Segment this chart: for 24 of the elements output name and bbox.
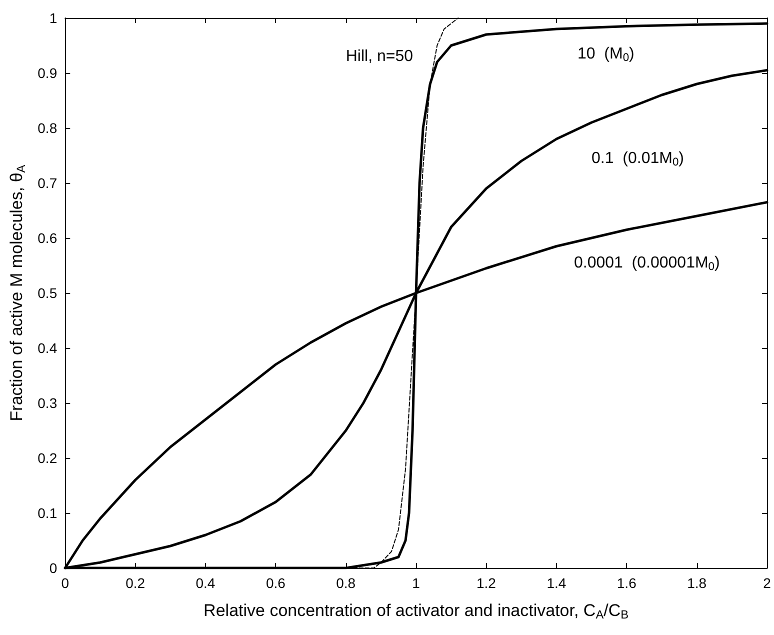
x-tick-label: 0.4: [196, 575, 216, 591]
y-tick-label: 0.8: [38, 120, 58, 136]
y-tick-label: 0.4: [38, 340, 58, 356]
y-tick-label: 0.1: [38, 505, 58, 521]
y-tick-label: 0.3: [38, 395, 58, 411]
y-tick-label: 1: [49, 10, 58, 26]
y-axis-title: Fraction of active M molecules, θA: [7, 164, 28, 422]
x-tick-label: 1.6: [616, 575, 637, 591]
x-tick-label: 2: [763, 575, 772, 591]
x-tick-label: 0.8: [336, 575, 356, 591]
x-tick-label: 0.6: [266, 575, 286, 591]
y-tick-label: 0: [49, 560, 58, 576]
y-tick-label: 0.2: [38, 450, 58, 466]
y-tick-label: 0.7: [38, 175, 58, 191]
x-tick-label: 0.2: [126, 575, 146, 591]
x-tick-label: 1.4: [546, 575, 566, 591]
x-tick-label: 1.8: [687, 575, 707, 591]
y-tick-label: 0.6: [38, 230, 58, 246]
x-tick-label: 1.2: [476, 575, 496, 591]
y-tick-label: 0.9: [38, 65, 58, 81]
series-label: Hill, n=50: [346, 48, 414, 65]
x-tick-label: 0: [61, 575, 70, 591]
x-tick-label: 1: [412, 575, 420, 591]
y-tick-label: 0.5: [38, 285, 58, 301]
